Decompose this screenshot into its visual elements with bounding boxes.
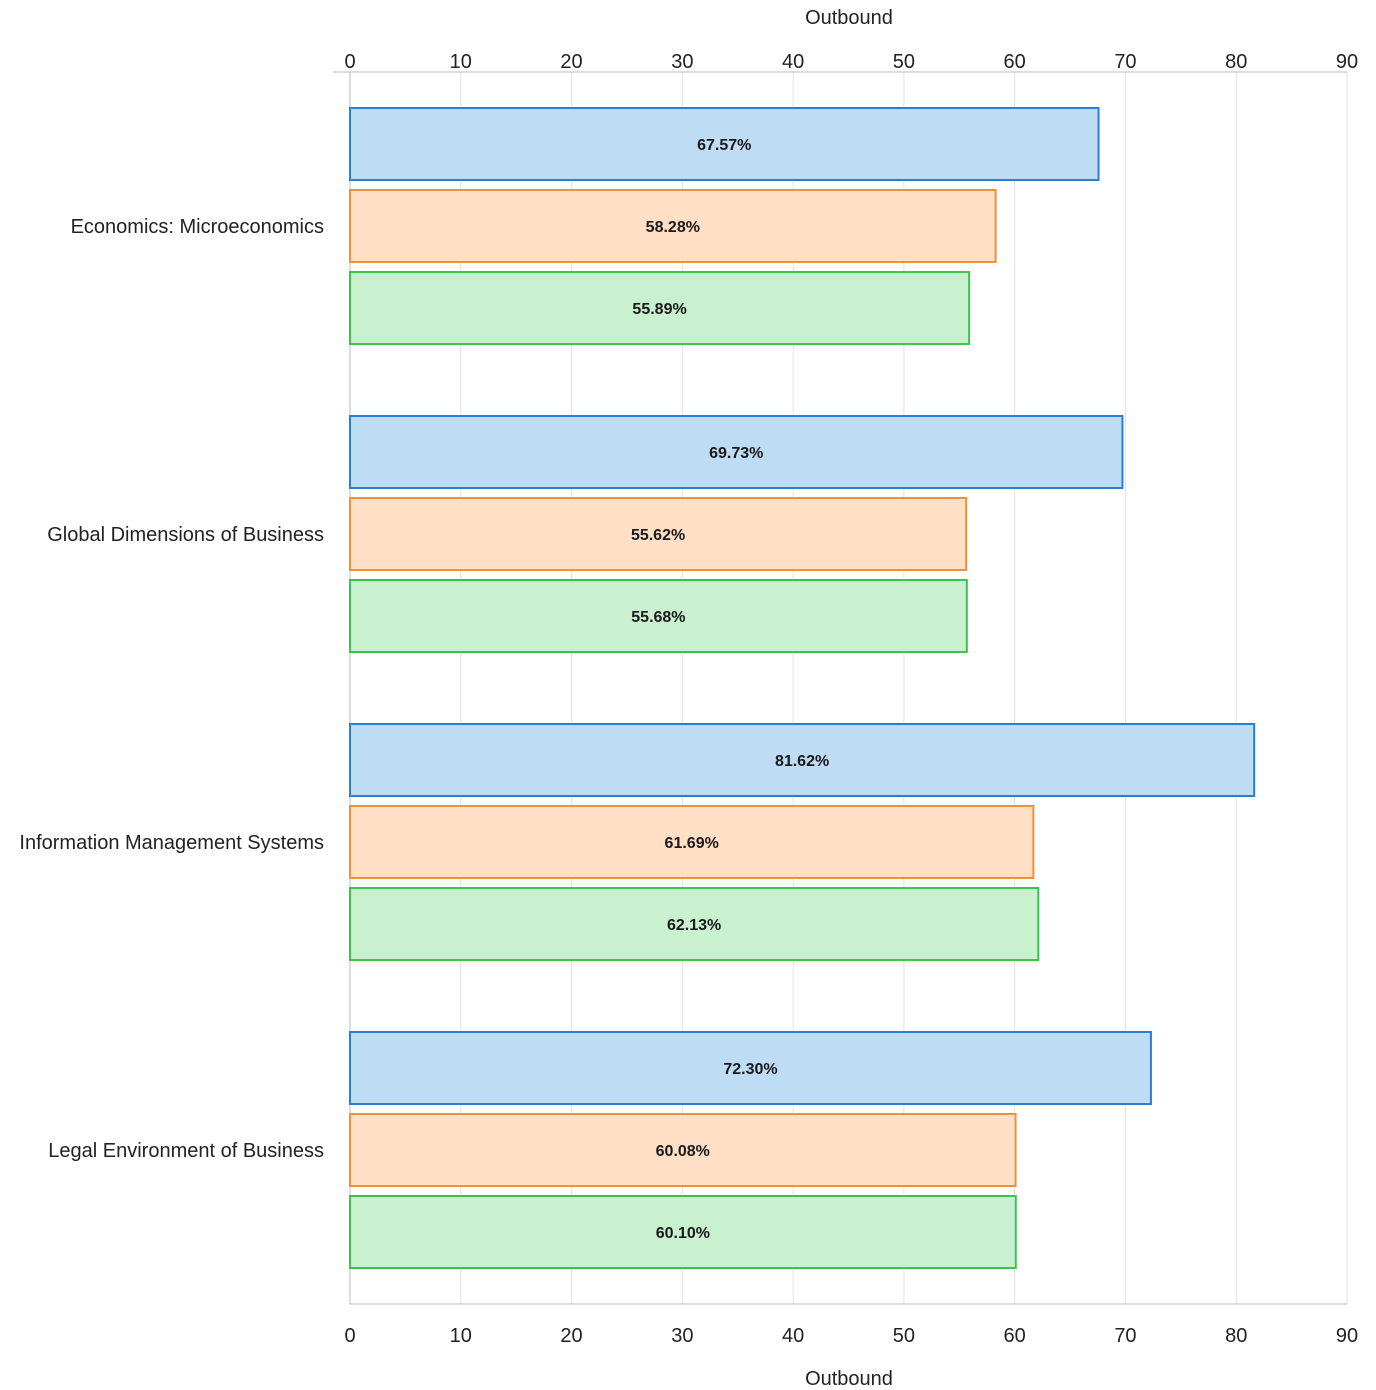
top-tick-label: 0 <box>344 51 355 73</box>
bottom-tick-label: 10 <box>450 1325 472 1347</box>
bar <box>349 1195 1017 1269</box>
top-tick-label: 10 <box>450 51 472 73</box>
bar <box>349 107 1100 181</box>
bottom-tick-label: 0 <box>344 1325 355 1347</box>
bottom-tick-label: 30 <box>671 1325 693 1347</box>
bar <box>349 497 968 571</box>
bar-value-label: 58.28% <box>646 219 700 236</box>
bar <box>349 1031 1152 1105</box>
bar-value-label: 55.62% <box>631 527 685 544</box>
bottom-tick-label: 60 <box>1004 1325 1026 1347</box>
bottom-tick-label: 80 <box>1225 1325 1247 1347</box>
bar-value-label: 60.10% <box>656 1225 710 1242</box>
bar <box>349 887 1040 961</box>
bar-value-label: 60.08% <box>656 1143 710 1160</box>
category-label: Global Dimensions of Business <box>47 524 324 546</box>
bar <box>349 579 968 653</box>
bar-value-label: 81.62% <box>775 753 829 770</box>
bottom-tick-label: 70 <box>1114 1325 1136 1347</box>
bar-value-label: 67.57% <box>697 137 751 154</box>
bar <box>349 415 1124 489</box>
top-axis-title: Outbound <box>805 7 893 29</box>
top-tick-label: 30 <box>671 51 693 73</box>
top-tick-label: 20 <box>560 51 582 73</box>
top-tick-label: 80 <box>1225 51 1247 73</box>
bar <box>349 189 997 263</box>
top-tick-label: 50 <box>893 51 915 73</box>
axes: 0 0 10 10 20 20 30 30 40 40 50 50 60 60 70 70 80 80 90 90 Ec… <box>19 51 1358 1347</box>
bar-value-label: 61.69% <box>665 835 719 852</box>
top-tick-label: 40 <box>782 51 804 73</box>
bar <box>349 271 971 345</box>
category-label: Economics: Microeconomics <box>71 216 324 238</box>
bar-value-label: 55.68% <box>631 609 685 626</box>
bottom-tick-label: 50 <box>893 1325 915 1347</box>
bar-value-label: 62.13% <box>667 917 721 934</box>
bar <box>349 1113 1017 1187</box>
bar-value-label: 69.73% <box>709 445 763 462</box>
bottom-tick-label: 90 <box>1336 1325 1358 1347</box>
bottom-tick-label: 20 <box>560 1325 582 1347</box>
bar <box>349 805 1035 879</box>
category-label: Legal Environment of Business <box>48 1140 324 1162</box>
bars: 67.57% 58.28% 55.89% 69.73% 55.62% 55.68% 81.6… <box>349 107 1256 1269</box>
top-tick-label: 90 <box>1336 51 1358 73</box>
top-tick-label: 60 <box>1004 51 1026 73</box>
bar-value-label: 72.30% <box>723 1061 777 1078</box>
bar-value-label: 55.89% <box>632 301 686 318</box>
top-tick-label: 70 <box>1114 51 1136 73</box>
bar <box>349 723 1256 797</box>
bottom-tick-label: 40 <box>782 1325 804 1347</box>
bottom-axis-title: Outbound <box>805 1368 893 1390</box>
category-label: Information Management Systems <box>19 832 324 854</box>
